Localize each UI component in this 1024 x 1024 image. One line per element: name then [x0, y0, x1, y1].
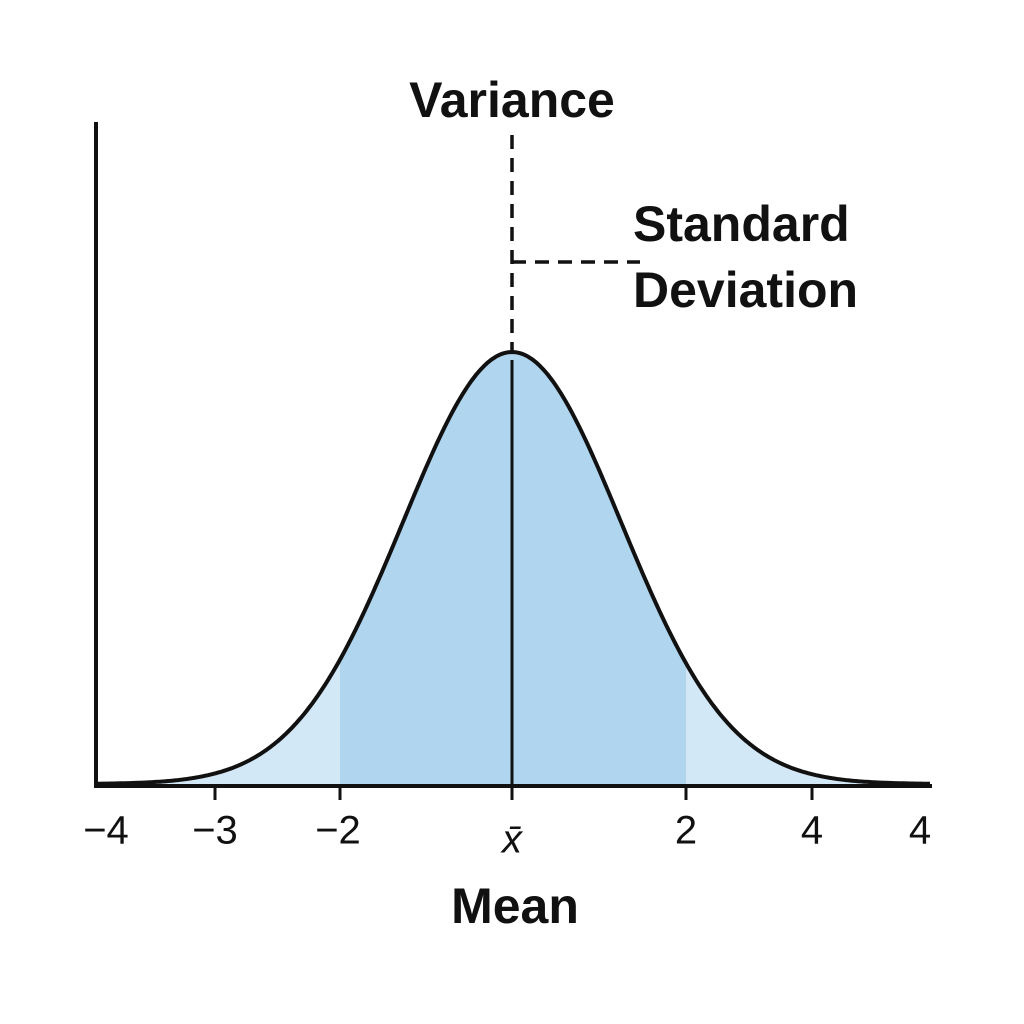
- x-tick-label: −3: [192, 809, 238, 853]
- x-axis-label: Mean: [451, 878, 579, 934]
- title: Variance: [409, 72, 615, 128]
- x-tick-label: x̄: [500, 818, 524, 862]
- x-tick-label: 4: [909, 809, 931, 853]
- annotation-line: Standard: [633, 196, 850, 252]
- x-tick-label: 2: [675, 809, 697, 853]
- x-tick-label: −2: [315, 809, 361, 853]
- x-tick-label: −4: [83, 809, 129, 853]
- tick-marks: [213, 786, 814, 800]
- annotation-line: Deviation: [633, 262, 858, 318]
- bell-curve: [98, 349, 930, 786]
- x-tick-label: 4: [801, 809, 823, 853]
